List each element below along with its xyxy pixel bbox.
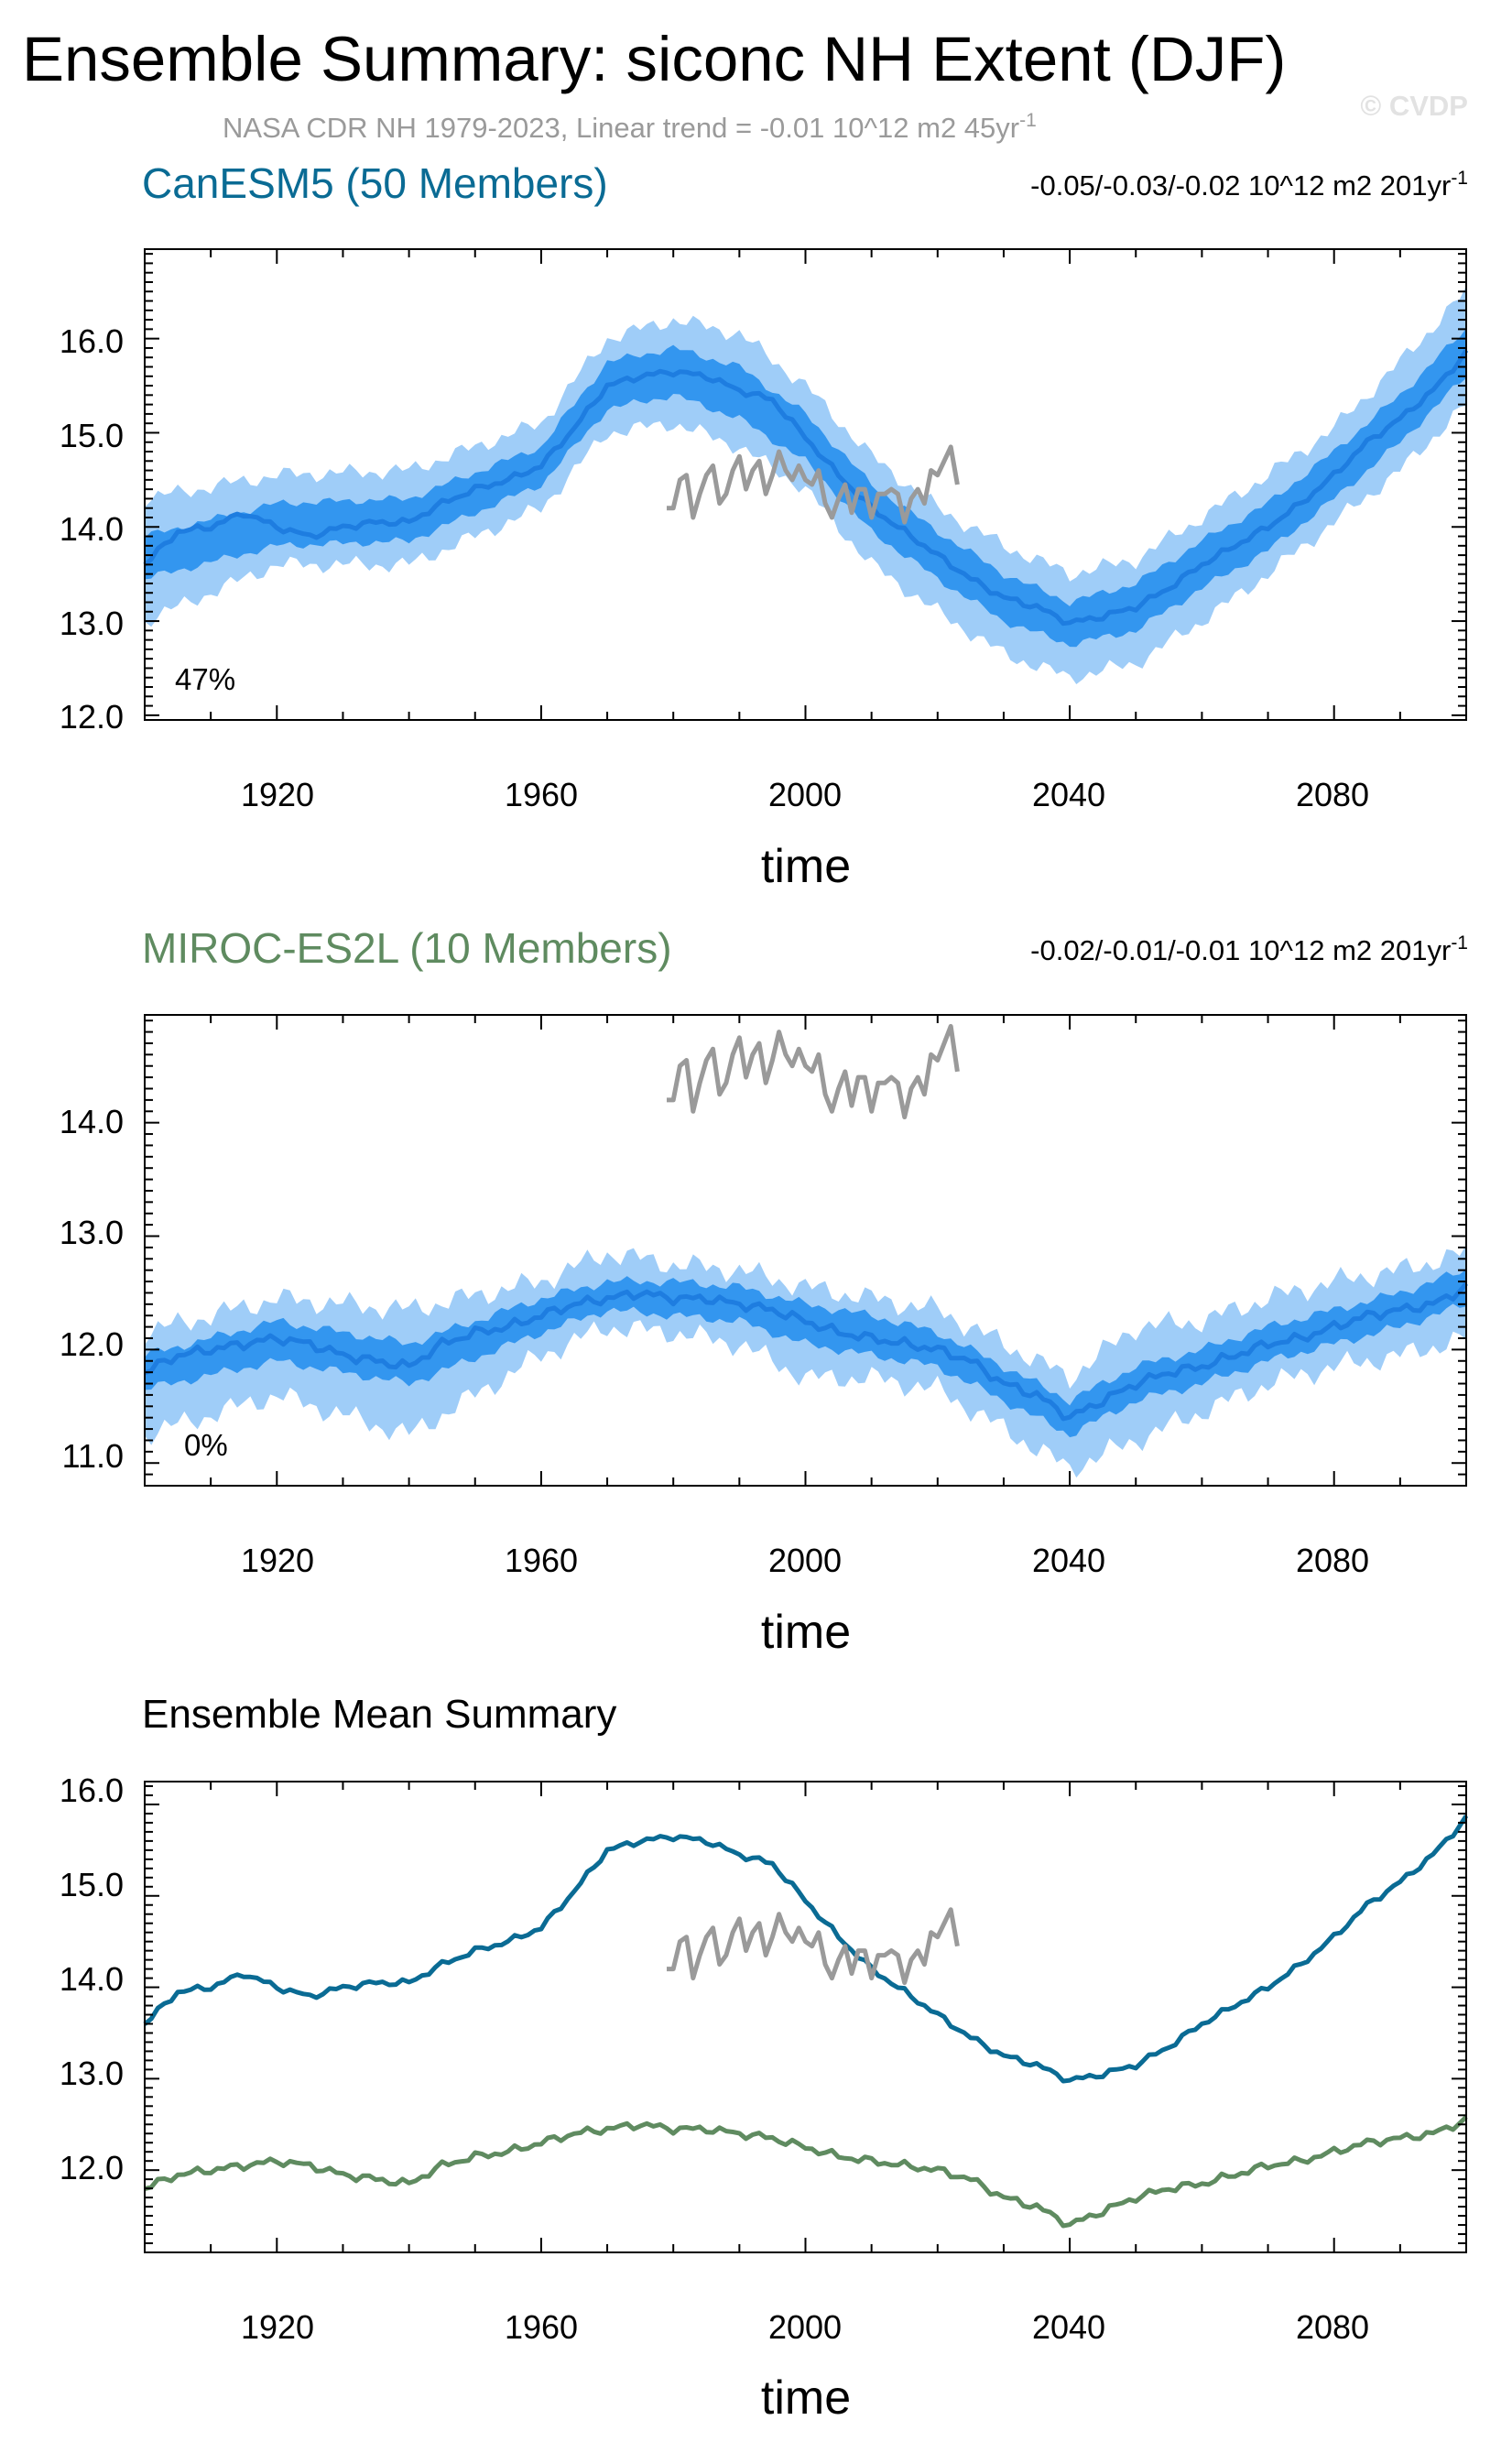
miroc-es2l-panel: MIROC-ES2L (10 Members) -0.02/-0.01/-0.0… bbox=[60, 924, 1468, 1659]
ensemble-mean-ytick-16: 16.0 bbox=[60, 1772, 124, 1809]
ensemble-mean-panel: Ensemble Mean Summary 16.0 15.0 14.0 13.… bbox=[60, 1692, 1469, 2425]
canesm5-panel: CanESM5 (50 Members) -0.05/-0.03/-0.02 1… bbox=[60, 159, 1469, 893]
canesm5-ytick-16: 16.0 bbox=[60, 322, 124, 360]
miroc-es2l-title: MIROC-ES2L (10 Members) bbox=[142, 924, 672, 972]
canesm5-xtick-2000: 2000 bbox=[768, 776, 842, 813]
miroc-es2l-xtick-1960: 1960 bbox=[505, 1542, 578, 1579]
miroc-es2l-xaxis-label: time bbox=[761, 1606, 851, 1659]
cvdp-watermark: © CVDP bbox=[1360, 90, 1468, 122]
ensemble-mean-xtick-2080: 2080 bbox=[1296, 2308, 1369, 2346]
canesm5-ytick-12: 12.0 bbox=[60, 698, 124, 736]
canesm5-title: CanESM5 (50 Members) bbox=[142, 159, 608, 207]
miroc-es2l-percent-label: 0% bbox=[184, 1428, 228, 1462]
miroc-es2l-ytick-13: 13.0 bbox=[60, 1214, 124, 1251]
figure-title: Ensemble Summary: siconc NH Extent (DJF) bbox=[22, 24, 1286, 94]
ensemble-mean-xtick-2040: 2040 bbox=[1032, 2308, 1105, 2346]
canesm5-outer-range-band bbox=[145, 286, 1466, 684]
canesm5-xaxis-label: time bbox=[761, 840, 851, 893]
miroc-es2l-observations-line bbox=[667, 1023, 960, 1119]
canesm5-percent-label: 47% bbox=[175, 662, 235, 696]
miroc-es2l-xtick-2080: 2080 bbox=[1296, 1542, 1369, 1579]
ensemble-mean-ytick-14: 14.0 bbox=[60, 1960, 124, 1998]
ensemble-mean-axis-ticks bbox=[144, 1782, 1467, 2253]
canesm5-ytick-14: 14.0 bbox=[60, 510, 124, 548]
miroc-es2l-xtick-2000: 2000 bbox=[768, 1542, 842, 1579]
canesm5-xtick-1960: 1960 bbox=[505, 776, 578, 813]
ensemble-mean-observations-line bbox=[667, 1907, 960, 1986]
miroc-es2l-inner-range-band bbox=[145, 1269, 1466, 1438]
miroc-es2l-xtick-2040: 2040 bbox=[1032, 1542, 1105, 1579]
ensemble-mean-miroc-es2l-line bbox=[144, 2115, 1468, 2229]
figure-subtitle: NASA CDR NH 1979-2023, Linear trend = -0… bbox=[223, 110, 1037, 144]
canesm5-axis-ticks bbox=[144, 249, 1467, 720]
miroc-es2l-xtick-1920: 1920 bbox=[241, 1542, 314, 1579]
canesm5-xtick-1920: 1920 bbox=[241, 776, 314, 813]
canesm5-xtick-2080: 2080 bbox=[1296, 776, 1369, 813]
canesm5-ytick-15: 15.0 bbox=[60, 417, 124, 454]
ensemble-mean-xtick-2000: 2000 bbox=[768, 2308, 842, 2346]
ensemble-mean-xtick-1920: 1920 bbox=[241, 2308, 314, 2346]
ensemble-mean-canesm5-line bbox=[143, 1815, 1469, 2084]
miroc-es2l-ensemble-mean-line bbox=[144, 1281, 1468, 1422]
miroc-es2l-outer-range-band bbox=[145, 1245, 1466, 1478]
canesm5-xtick-2040: 2040 bbox=[1032, 776, 1105, 813]
ensemble-mean-ytick-12: 12.0 bbox=[60, 2149, 124, 2186]
miroc-es2l-axis-ticks bbox=[144, 1015, 1467, 1487]
ensemble-mean-title: Ensemble Mean Summary bbox=[142, 1692, 616, 1737]
canesm5-ytick-13: 13.0 bbox=[60, 605, 124, 642]
miroc-es2l-trend-text: -0.02/-0.01/-0.01 10^12 m2 201yr-1 bbox=[1030, 932, 1468, 966]
miroc-es2l-ytick-14: 14.0 bbox=[60, 1103, 124, 1140]
ensemble-mean-xaxis-label: time bbox=[761, 2371, 851, 2425]
canesm5-ensemble-mean-line bbox=[143, 349, 1469, 627]
miroc-es2l-ytick-11: 11.0 bbox=[62, 1437, 124, 1475]
ensemble-mean-xtick-1960: 1960 bbox=[505, 2308, 578, 2346]
canesm5-observations-line bbox=[667, 444, 960, 525]
canesm5-trend-text: -0.05/-0.03/-0.02 10^12 m2 201yr-1 bbox=[1030, 168, 1468, 202]
miroc-es2l-ytick-12: 12.0 bbox=[60, 1325, 124, 1363]
ensemble-mean-ytick-13: 13.0 bbox=[60, 2055, 124, 2092]
ensemble-mean-ytick-15: 15.0 bbox=[60, 1866, 124, 1903]
